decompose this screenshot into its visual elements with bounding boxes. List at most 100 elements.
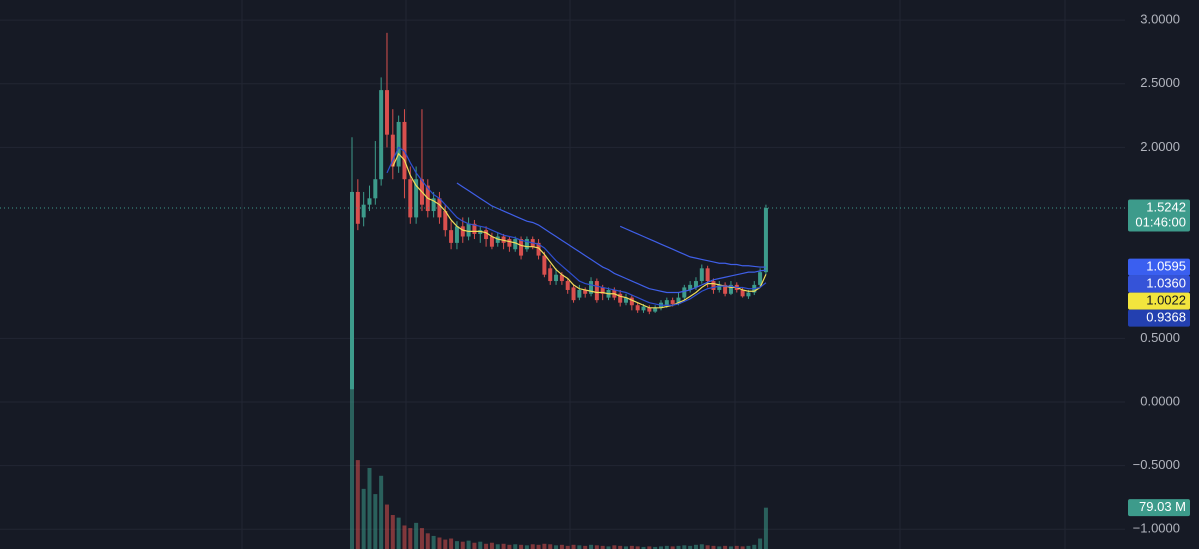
volume-bar — [728, 546, 733, 549]
volume-bar — [536, 544, 541, 549]
candle — [728, 281, 733, 296]
y-tick-label: −1.0000 — [1133, 521, 1180, 536]
volume-bar — [676, 545, 681, 549]
ma-line — [619, 225, 766, 268]
candle-body — [589, 281, 594, 294]
candle-body — [495, 236, 500, 243]
candle-body — [507, 239, 512, 247]
candle-body — [414, 179, 419, 218]
candle — [513, 236, 518, 252]
volume-bar — [589, 544, 594, 549]
candle-body — [431, 198, 436, 212]
candle-body — [437, 198, 442, 218]
volume-bar — [693, 544, 698, 549]
volume-bar — [408, 528, 413, 549]
candle — [682, 284, 687, 301]
volume-bar — [670, 546, 675, 549]
candle-body — [548, 268, 553, 282]
candle-body — [361, 204, 366, 218]
candle-body — [583, 289, 588, 294]
candle-body — [653, 307, 658, 312]
price-badge — [1128, 275, 1190, 293]
ma-line — [386, 146, 767, 306]
candle-body — [763, 207, 768, 273]
volume-bar — [507, 544, 512, 549]
candle-body — [723, 284, 728, 294]
price-badge — [1128, 199, 1190, 232]
candle — [565, 278, 570, 294]
candle-body — [717, 284, 722, 290]
price-badge — [1128, 292, 1190, 310]
candle-body — [472, 223, 477, 234]
volume-bar — [472, 542, 477, 549]
volume-bar — [384, 504, 389, 549]
candle-body — [571, 287, 576, 301]
candle — [763, 204, 768, 275]
candle — [635, 302, 640, 313]
candle — [577, 284, 582, 301]
candle-body — [664, 300, 669, 306]
candle-body — [408, 179, 413, 218]
candle-body — [711, 281, 716, 290]
candle-body — [484, 230, 489, 240]
volume-bar — [361, 488, 366, 549]
candle — [472, 219, 477, 240]
candle — [355, 179, 360, 231]
volume-bar — [699, 544, 704, 549]
candle — [390, 109, 395, 180]
volume-bar — [682, 545, 687, 549]
y-tick-label: 3.0000 — [1140, 12, 1180, 27]
candle-body — [379, 90, 384, 180]
candle — [629, 295, 634, 311]
volume-bar — [443, 539, 448, 549]
volume-bar — [711, 545, 716, 549]
y-tick-label: 2.5000 — [1140, 75, 1180, 90]
volume-bar — [734, 545, 739, 549]
volume-bar — [484, 543, 489, 549]
volume-bar — [606, 546, 611, 549]
candle-body — [728, 284, 733, 294]
candle — [489, 232, 494, 250]
candle-body — [641, 306, 646, 311]
volume-bar — [350, 384, 354, 549]
candle-body — [367, 198, 372, 205]
candle-body — [513, 239, 518, 250]
volume-bar — [466, 540, 471, 549]
candle — [583, 287, 588, 298]
candle-body — [460, 226, 465, 237]
volume-bar — [548, 544, 553, 549]
candle — [367, 185, 372, 212]
volume-bar — [600, 545, 605, 549]
candle-body — [443, 211, 448, 231]
candle-body — [629, 297, 634, 306]
volume-bar — [565, 545, 570, 549]
candle-body — [682, 287, 687, 298]
candle — [437, 191, 442, 224]
volume-bar — [624, 546, 629, 549]
candle — [501, 233, 506, 250]
candle — [740, 287, 745, 298]
vertical-grid — [241, 0, 1066, 549]
volume-bar — [414, 522, 419, 549]
volume-bar — [577, 545, 582, 549]
volume-bar — [763, 507, 768, 549]
candle-body — [501, 236, 506, 243]
price-badge-label: 1.0360 — [1146, 276, 1186, 291]
volume-bar — [664, 545, 669, 549]
volume-bar — [530, 544, 535, 549]
candle-body — [740, 289, 745, 297]
candle — [361, 191, 366, 227]
volume-bar — [658, 546, 663, 549]
candle — [396, 115, 401, 173]
candle — [548, 264, 553, 285]
volume-bar — [740, 546, 745, 549]
candle-body — [705, 268, 710, 282]
volume-bar — [717, 546, 722, 549]
candle-body — [390, 134, 395, 167]
candle — [624, 293, 629, 306]
candle — [466, 217, 471, 241]
volume-bar — [425, 533, 430, 549]
volume-bar — [519, 544, 524, 549]
